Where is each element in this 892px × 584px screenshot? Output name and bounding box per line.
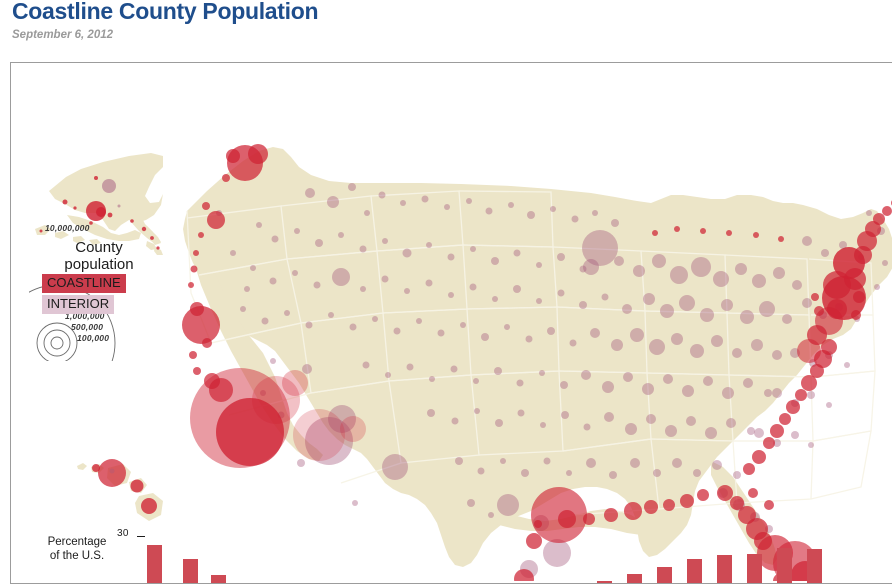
bar-right-group-7 (777, 548, 792, 583)
legend-label-100k: 100,000 (77, 333, 110, 343)
page-title: Coastline County Population (12, 0, 319, 24)
alaska-inset (35, 153, 163, 255)
axis-label-line1: Percentage (47, 536, 107, 548)
coastline-county-circles (182, 144, 892, 581)
legend-circle-100k (50, 336, 64, 350)
bar-left-group-2 (183, 559, 198, 583)
legend-label-500k: 500,000 (71, 322, 104, 332)
y-axis-tick-mark (137, 536, 145, 537)
bar-right-group-3 (657, 567, 672, 583)
map-legend: 10,000,000 1,000,000 500,000 100,000 Cou… (29, 221, 179, 361)
interior-county-circles (216, 183, 888, 578)
percentage-bar-chart: Percentage of the U.S. 30 (11, 519, 892, 583)
bar-right-group-2 (627, 574, 642, 583)
graphic-frame: 10,000,000 1,000,000 500,000 100,000 Cou… (10, 62, 892, 584)
publish-date: September 6, 2012 (12, 29, 114, 41)
legend-swatch-interior: INTERIOR (42, 295, 115, 314)
axis-label-line2: of the U.S. (49, 550, 105, 562)
bar-right-group-4 (687, 558, 702, 583)
legend-label-10m: 10,000,000 (45, 223, 90, 233)
y-axis-tick-30: 30 (117, 528, 129, 539)
legend-circle-500k (43, 329, 71, 357)
bar-left-group-3 (211, 575, 226, 583)
hawaii-inset (77, 459, 163, 521)
map-canvas (11, 63, 892, 581)
bar-left-group-1 (147, 544, 162, 583)
legend-title: County population (45, 239, 153, 273)
legend-circle-1m (36, 322, 78, 361)
bar-right-group-1 (597, 581, 612, 583)
header: Coastline County Population September 6,… (12, 0, 712, 42)
legend-label-1m: 1,000,000 (65, 311, 105, 321)
bar-chart-axis-label: Percentage of the U.S. (33, 535, 121, 563)
bar-right-group-5 (717, 555, 732, 583)
bar-right-group-6 (747, 553, 762, 583)
legend-swatch-coastline: COASTLINE (42, 274, 126, 293)
legend-title-line2: population (64, 256, 134, 273)
legend-title-line1: County (75, 239, 123, 256)
bar-right-group-8 (807, 549, 822, 583)
